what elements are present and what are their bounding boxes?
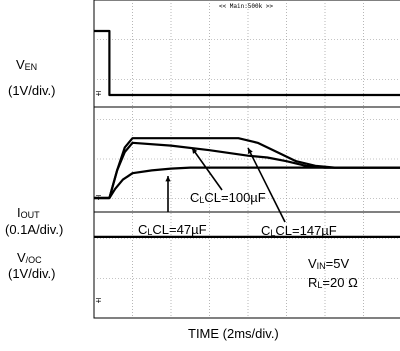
trace-ven [94,29,400,97]
ch1-ground-marker: ∓ [95,89,102,98]
scope-grid: ∓∓∓ [93,0,400,319]
arrow-cl-47uf-head [165,176,171,182]
annotation-cl-100uf: CLCL=100µF [190,190,266,205]
trace-iout-cl-147-f [94,137,400,200]
ven-label: VEN [16,57,38,72]
iout-label: IOUT [17,205,40,220]
condition-vin: VIN=5V [308,256,350,271]
ch3-ground-marker: ∓ [95,296,102,305]
arrow-cl-147uf-head [248,148,253,154]
arrow-cl-100uf [191,147,223,191]
condition-rl: RL=20 Ω [308,275,358,290]
timebase-readout: << Main:500k >> [219,3,274,10]
arrow-cl-147uf [247,147,286,223]
voc-scale: (1V/div.) [8,266,56,281]
annotation-cl-47uf: CLCL=47µF [138,222,207,237]
arrow-cl-100uf-head [192,148,198,154]
x-axis-label: TIME (2ms/div.) [188,326,279,341]
ven-scale: (1V/div.) [8,83,56,98]
iout-scale: (0.1A/div.) [5,222,64,237]
annotation-cl-147uf: CLCL=147µF [261,223,337,238]
scope-traces [94,29,400,238]
voc-label: V/OC [17,250,42,265]
trace-iout-cl-47-f [94,166,400,200]
annotation-arrows [165,147,286,223]
